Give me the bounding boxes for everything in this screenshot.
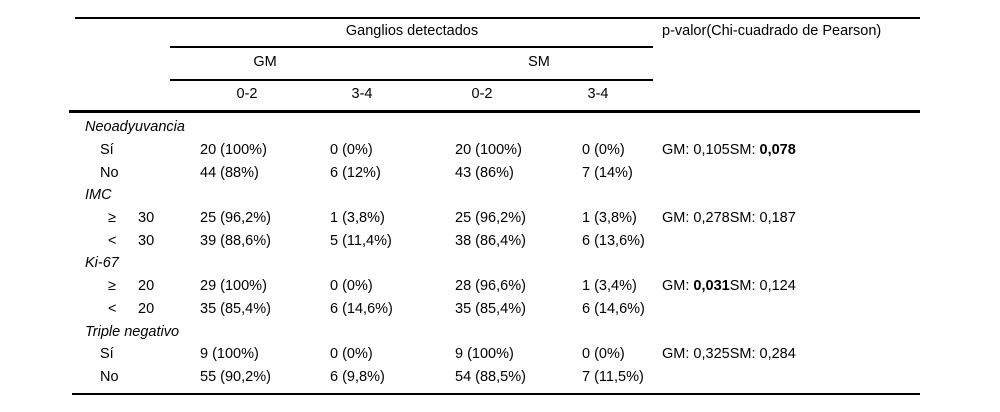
- pvalue-text: GM:: [662, 278, 694, 295]
- subgroup-gm-label: GM: [253, 54, 277, 70]
- data-row: ≥20 29 (100%) 0 (0%) 28 (96,6%) 1 (3,4%) GM: …: [75, 275, 920, 298]
- section-label: Triple negativo: [85, 323, 180, 340]
- value-cell: 35 (85,4%): [200, 300, 271, 317]
- section-label: Ki-67: [85, 255, 119, 272]
- pvalue-text: SM:: [729, 142, 760, 159]
- col-header-gm-3-4: 3-4: [351, 86, 373, 102]
- value-cell: 35 (85,4%): [455, 300, 526, 317]
- value-cell: 44 (88%): [200, 164, 259, 181]
- pvalue-column-title: p-valor(Chi-cuadrado de Pearson): [662, 23, 882, 39]
- value-cell: 0 (0%): [330, 278, 373, 295]
- table-body: Neoadyuvancia Sí 20 (100%) 0 (0%) 20 (100%) 0…: [75, 116, 920, 388]
- data-row: <30 39 (88,6%) 5 (11,4%) 38 (86,4%) 6 (13,6%…: [75, 229, 920, 252]
- value-cell: 0 (0%): [330, 346, 373, 363]
- section-row: Ki-67: [75, 252, 920, 275]
- section-row: Triple negativo: [75, 320, 920, 343]
- col-header-sm-0-2: 0-2: [471, 86, 493, 102]
- section-label: Neoadyuvancia: [85, 119, 185, 136]
- value-cell: 9 (100%): [200, 346, 259, 363]
- col-header-gm-0-2: 0-2: [236, 86, 258, 102]
- pvalue-cell: GM: 0,031SM: 0,124: [662, 278, 796, 294]
- value-cell: 28 (96,6%): [455, 278, 526, 295]
- row-threshold: 20: [138, 300, 155, 317]
- value-cell: 38 (86,4%): [455, 232, 526, 249]
- data-row: <20 35 (85,4%) 6 (14,6%) 35 (85,4%) 6 (14,6%…: [75, 298, 920, 321]
- value-cell: 6 (12%): [330, 164, 381, 181]
- data-row: Sí 20 (100%) 0 (0%) 20 (100%) 0 (0%) GM: 0,10…: [75, 139, 920, 162]
- value-cell: 7 (14%): [582, 164, 633, 181]
- col-header-sm-3-4: 3-4: [587, 86, 609, 102]
- subgroup-underline-rule: [170, 79, 653, 81]
- value-cell: 6 (14,6%): [330, 300, 393, 317]
- row-label: No: [100, 368, 119, 385]
- value-cell: 29 (100%): [200, 278, 267, 295]
- column-group-title: Ganglios detectados: [345, 23, 479, 39]
- pvalue-text: GM: 0,278: [662, 210, 730, 227]
- pvalue-significant: 0,078: [759, 142, 796, 159]
- pvalue-cell: GM: 0,325SM: 0,284: [662, 346, 796, 362]
- value-cell: 39 (88,6%): [200, 232, 271, 249]
- row-operator: <: [108, 232, 117, 249]
- pvalue-text: SM: 0,284: [729, 346, 796, 363]
- value-cell: 25 (96,2%): [200, 210, 271, 227]
- pvalue-cell: GM: 0,105SM: 0,078: [662, 142, 796, 158]
- value-cell: 54 (88,5%): [455, 368, 526, 385]
- pvalue-text: SM: 0,124: [729, 278, 796, 295]
- data-row: No 55 (90,2%) 6 (9,8%) 54 (88,5%) 7 (11,5%): [75, 366, 920, 389]
- row-threshold: 30: [138, 232, 155, 249]
- pvalue-text: GM: 0,105: [662, 142, 730, 159]
- value-cell: 7 (11,5%): [582, 368, 644, 385]
- value-cell: 20 (100%): [200, 142, 267, 159]
- value-cell: 25 (96,2%): [455, 210, 526, 227]
- row-operator: ≥: [108, 210, 116, 227]
- row-threshold: 20: [138, 278, 155, 295]
- value-cell: 5 (11,4%): [330, 232, 392, 249]
- row-operator: ≥: [108, 278, 116, 295]
- value-cell: 0 (0%): [582, 346, 625, 363]
- value-cell: 0 (0%): [330, 142, 373, 159]
- table-top-rule: [75, 17, 920, 19]
- header-body-divider-rule: [69, 110, 920, 113]
- pvalue-cell: GM: 0,278SM: 0,187: [662, 210, 796, 226]
- value-cell: 9 (100%): [455, 346, 514, 363]
- value-cell: 20 (100%): [455, 142, 522, 159]
- value-cell: 43 (86%): [455, 164, 514, 181]
- section-label: IMC: [85, 187, 112, 204]
- row-operator: <: [108, 300, 117, 317]
- value-cell: 6 (14,6%): [582, 300, 645, 317]
- row-label: Sí: [100, 142, 114, 159]
- table-bottom-rule: [72, 393, 920, 395]
- group-underline-rule: [170, 46, 653, 48]
- value-cell: 1 (3,8%): [582, 210, 637, 227]
- pvalue-text: GM: 0,325: [662, 346, 730, 363]
- row-threshold: 30: [138, 210, 155, 227]
- section-row: IMC: [75, 184, 920, 207]
- results-table: Ganglios detectados p-valor(Chi-cuadrado…: [69, 0, 920, 412]
- subgroup-sm-label: SM: [528, 54, 550, 70]
- value-cell: 6 (9,8%): [330, 368, 385, 385]
- row-label: No: [100, 164, 119, 181]
- value-cell: 1 (3,4%): [582, 278, 637, 295]
- row-label: Sí: [100, 346, 114, 363]
- data-row: Sí 9 (100%) 0 (0%) 9 (100%) 0 (0%) GM: 0,325S…: [75, 343, 920, 366]
- pvalue-text: SM: 0,187: [729, 210, 796, 227]
- value-cell: 1 (3,8%): [330, 210, 385, 227]
- value-cell: 55 (90,2%): [200, 368, 271, 385]
- section-row: Neoadyuvancia: [75, 116, 920, 139]
- data-row: ≥30 25 (96,2%) 1 (3,8%) 25 (96,2%) 1 (3,8%) G…: [75, 207, 920, 230]
- value-cell: 0 (0%): [582, 142, 625, 159]
- pvalue-significant: 0,031: [693, 278, 730, 295]
- data-row: No 44 (88%) 6 (12%) 43 (86%) 7 (14%): [75, 161, 920, 184]
- value-cell: 6 (13,6%): [582, 232, 645, 249]
